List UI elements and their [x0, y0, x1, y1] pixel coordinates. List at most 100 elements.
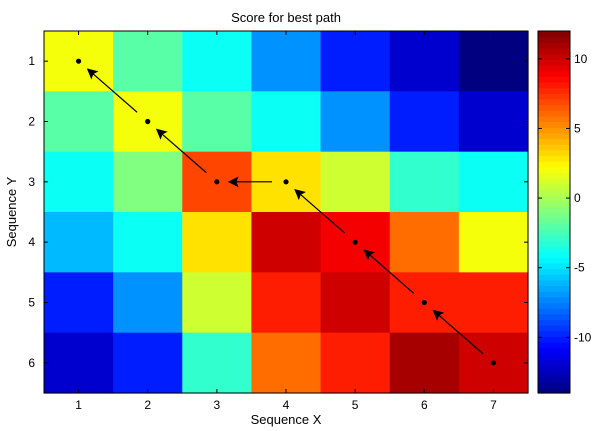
colorbar-segment	[538, 217, 570, 224]
colorbar-segment	[538, 166, 570, 174]
y-tick-label: 1	[28, 54, 35, 68]
x-tick-label: 6	[421, 398, 428, 412]
heatmap-cell	[113, 31, 183, 92]
path-point	[283, 179, 289, 185]
colorbar-segment	[538, 251, 570, 258]
path-point	[490, 360, 497, 366]
colorbar-segment	[538, 240, 570, 247]
colorbar-segment	[538, 59, 570, 66]
colorbar: -10 -5 0 5 10	[537, 30, 592, 394]
y-tick-label: 2	[28, 115, 35, 129]
colorbar-segment	[538, 183, 570, 190]
heatmap-cell	[251, 332, 322, 394]
heatmap-cells	[44, 31, 529, 394]
colorbar-segment	[538, 330, 570, 338]
path-point	[75, 58, 82, 64]
colorbar-segment	[538, 370, 570, 377]
colorbar-segment	[538, 342, 570, 349]
colorbar-segment	[538, 189, 570, 196]
colorbar-segment	[538, 98, 570, 106]
colorbar-segment	[538, 200, 570, 207]
colorbar-segment	[538, 313, 570, 321]
path-arrow	[432, 309, 484, 355]
colorbar-tick-label: 10	[574, 52, 588, 66]
heatmap-cell	[182, 332, 253, 394]
colorbar-segment	[538, 178, 570, 185]
x-tick-label: 2	[144, 398, 151, 412]
heatmap-cell	[389, 91, 460, 153]
colorbar-segment	[538, 53, 570, 60]
path-arrow	[155, 128, 207, 174]
colorbar-tick-label: -10	[574, 330, 592, 344]
colorbar-segment	[538, 212, 570, 219]
heatmap-cell	[182, 272, 253, 334]
heatmap-cell	[182, 212, 253, 273]
heatmap-cell	[320, 91, 391, 153]
colorbar-segment	[538, 42, 570, 49]
heatmap-cell	[44, 212, 114, 273]
colorbar-segment	[538, 353, 570, 360]
y-tick-label: 3	[28, 175, 35, 189]
colorbar-segment	[538, 291, 570, 298]
colorbar-segment	[538, 364, 570, 371]
heatmap-cell	[182, 31, 253, 92]
colorbar-segment	[538, 381, 570, 388]
colorbar-tick-label: -5	[574, 261, 585, 275]
x-axis-label: Sequence X	[251, 412, 322, 427]
colorbar-segment	[538, 325, 570, 332]
x-tick-label: 1	[75, 398, 82, 412]
heatmap-cell	[182, 91, 253, 153]
heatmap-cell	[113, 332, 183, 394]
colorbar-segment	[538, 64, 570, 72]
colorbar-tick-label: 5	[574, 121, 581, 135]
colorbar-segment	[538, 36, 570, 43]
path-arrow	[294, 189, 345, 234]
colorbar-segment	[538, 206, 570, 213]
x-tick-label: 4	[283, 398, 290, 412]
heatmap-cell	[320, 272, 391, 334]
colorbar-segment	[538, 195, 570, 202]
heatmap-cell	[389, 31, 460, 92]
colorbar-segment	[538, 347, 570, 355]
colorbar-segment	[538, 274, 570, 281]
colorbar-segment	[538, 319, 570, 326]
colorbar-segment	[538, 70, 570, 77]
colorbar-segment	[538, 81, 570, 89]
colorbar-segment	[538, 234, 570, 241]
colorbar-segment	[538, 302, 570, 309]
colorbar-segment	[538, 262, 570, 270]
heatmap-cell	[389, 212, 460, 273]
heatmap-cell	[113, 212, 183, 273]
colorbar-segment	[538, 144, 570, 151]
heatmap-cell	[113, 151, 183, 213]
x-tick-label: 7	[490, 398, 497, 412]
colorbar-segment	[538, 87, 570, 94]
colorbar-segment	[538, 138, 570, 145]
colorbar-segment	[538, 76, 570, 83]
colorbar-segment	[538, 228, 570, 236]
heatmap-cell	[44, 91, 114, 153]
colorbar-segment	[538, 161, 570, 168]
colorbar-segment	[538, 376, 570, 383]
path-arrow	[363, 249, 415, 294]
colorbar-segment	[538, 296, 570, 304]
best-path	[75, 58, 497, 366]
heatmap-cell	[251, 91, 322, 153]
colorbar-segment	[538, 308, 570, 315]
heatmap-cell	[458, 272, 529, 334]
colorbar-segment	[538, 268, 570, 275]
path-point	[421, 299, 427, 306]
path-arrow	[86, 68, 138, 113]
heatmap-cell	[320, 332, 391, 394]
heatmap-cell	[251, 31, 322, 92]
heatmap-cell	[320, 151, 391, 213]
colorbar-segment	[538, 104, 570, 111]
colorbar-tick-label: 0	[574, 191, 581, 205]
heatmap-cell	[44, 272, 114, 334]
colorbar-segment	[538, 172, 570, 179]
colorbar-segment	[538, 155, 570, 162]
heatmap-cell	[389, 151, 460, 213]
colorbar-segment	[538, 257, 570, 264]
colorbar-frame	[537, 30, 571, 394]
